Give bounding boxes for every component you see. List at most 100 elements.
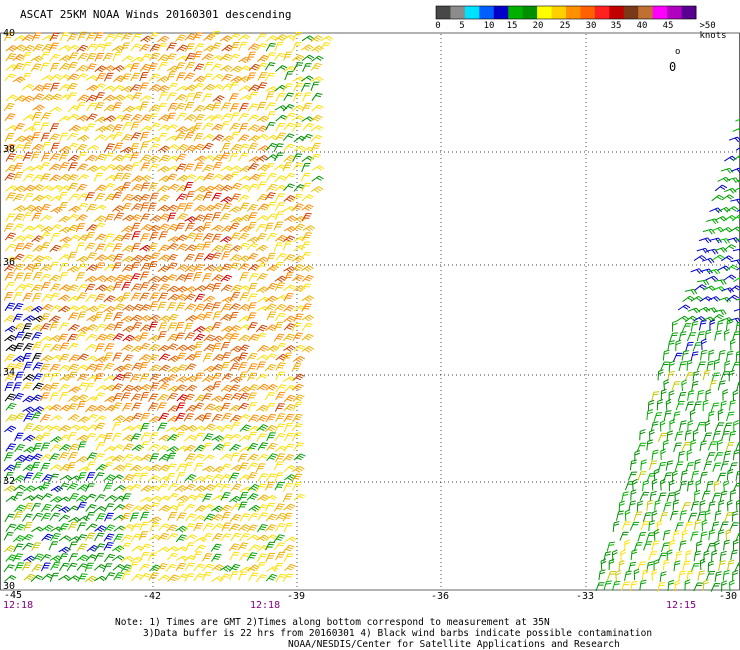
wind-barb [711, 550, 718, 562]
wind-barb [31, 305, 44, 313]
wind-barb [193, 225, 206, 233]
wind-barb [103, 233, 115, 243]
wind-barb [49, 344, 62, 352]
wind-barb [698, 320, 707, 331]
wind-barb [229, 122, 241, 131]
wind-barb [58, 202, 68, 212]
wind-barb [257, 54, 269, 63]
wind-barb [40, 282, 51, 291]
wind-barb [202, 553, 213, 562]
wind-barb [130, 203, 143, 211]
wind-barb [194, 372, 204, 382]
wind-barb [238, 571, 248, 581]
wind-barb [31, 542, 42, 552]
wind-barb [68, 52, 79, 61]
wind-barb [147, 155, 160, 163]
colorbar-swatch [681, 6, 697, 19]
wind-barb [651, 449, 659, 461]
wind-barb [246, 242, 259, 251]
wind-barb [203, 283, 216, 291]
wind-barb [175, 412, 186, 422]
wind-barb [685, 341, 694, 352]
wind-barb [158, 464, 171, 472]
wind-barb [696, 511, 706, 522]
wind-barb [68, 424, 81, 431]
wind-barb [76, 305, 89, 312]
wind-barb [238, 344, 250, 353]
wind-barb [194, 253, 205, 262]
wind-barb [67, 213, 80, 221]
wind-barb [5, 554, 17, 562]
wind-barb [176, 213, 188, 221]
wind-barb [192, 272, 203, 282]
wind-barb [49, 555, 63, 563]
wind-barb [41, 43, 53, 52]
wind-barb [238, 386, 251, 393]
wind-barb [220, 483, 231, 493]
wind-barb [50, 232, 60, 242]
wind-barb [113, 253, 124, 263]
wind-barb [211, 283, 222, 292]
wind-barb [77, 441, 87, 451]
wind-barb [138, 332, 149, 342]
wind-barb [646, 409, 654, 421]
wind-barb [13, 523, 26, 532]
wind-barb [14, 444, 26, 453]
wind-barb [703, 550, 710, 562]
wind-barb [139, 95, 152, 102]
wind-barb [157, 301, 167, 311]
wind-barb [275, 551, 286, 561]
wind-barb [642, 480, 649, 492]
wind-barb [657, 369, 664, 381]
wind-barb [708, 501, 716, 512]
wind-barb [174, 62, 186, 71]
wind-barb [668, 360, 676, 372]
wind-barb [68, 193, 80, 202]
wind-barb [658, 461, 667, 472]
wind-barb [167, 415, 180, 423]
wind-barb [257, 72, 268, 81]
wind-barb [283, 143, 295, 152]
wind-barb [158, 254, 171, 262]
wind-barb [275, 384, 287, 393]
wind-barb [140, 53, 152, 62]
wind-barb [678, 361, 687, 372]
colorbar-swatch [537, 6, 553, 19]
wind-barb [721, 430, 730, 441]
wind-barb [130, 43, 142, 52]
wind-barb [59, 444, 72, 452]
wind-barb [185, 93, 195, 103]
wind-barb [319, 42, 331, 51]
wind-barb [726, 177, 740, 184]
wind-barb [274, 542, 285, 551]
wind-barb [140, 162, 151, 172]
wind-barb [291, 473, 303, 482]
wind-barb [220, 35, 233, 43]
wind-barb [140, 141, 150, 151]
wind-barb [202, 563, 214, 572]
wind-barb [301, 182, 312, 192]
wind-barb [139, 233, 150, 243]
wind-barb [39, 203, 51, 213]
wind-barb [5, 45, 18, 52]
wind-barb [694, 489, 701, 502]
wind-barb [228, 53, 241, 62]
wind-barb [730, 259, 740, 266]
wind-barb [246, 72, 256, 82]
wind-barb [84, 275, 98, 283]
lon-label: -33 [576, 591, 595, 602]
wind-barb [113, 365, 126, 373]
wind-barb [122, 454, 134, 463]
wind-barb [148, 334, 161, 342]
wind-barb [238, 123, 249, 133]
wind-barb [120, 85, 134, 93]
colorbar-tick: 35 [610, 21, 622, 31]
wind-barb [122, 443, 134, 452]
wind-barb [167, 492, 179, 501]
wind-barb [248, 273, 259, 282]
wind-barb [629, 521, 640, 531]
wind-barb [59, 404, 72, 412]
wind-barb [192, 51, 203, 61]
wind-barb [104, 254, 117, 262]
wind-barb [158, 353, 171, 361]
